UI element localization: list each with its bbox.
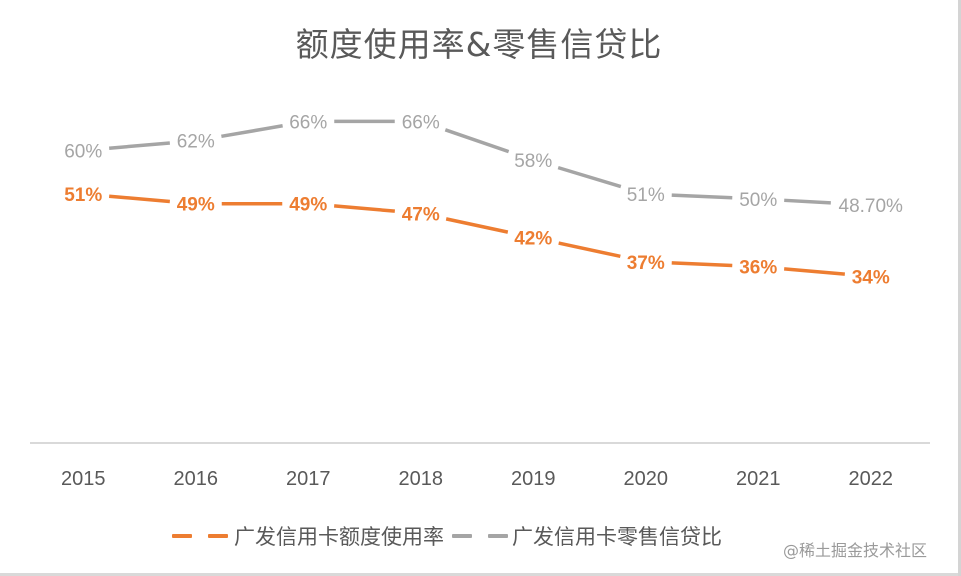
x-tick-labels: 2015 2016 2017 2018 2019 2020 2021 2022 (61, 468, 893, 490)
line-segment (221, 124, 283, 139)
legend-label-utilization: 广发信用卡额度使用率 (234, 525, 444, 549)
series-layer: 51% 49% 49% 47% 42% 37% 36% 34% 60% 62% 66% 66% 58% 5… (64, 112, 903, 288)
data-label: 49% (289, 195, 327, 216)
data-label: 62% (177, 132, 215, 153)
line-segment (558, 241, 621, 259)
legend-swatch-utilization-icon (172, 526, 230, 546)
legend-item-utilization[interactable]: 广发信用卡额度使用率 (172, 521, 444, 551)
data-label: 47% (402, 204, 440, 225)
data-label: 60% (64, 141, 102, 162)
x-tick-label: 2020 (624, 468, 669, 490)
data-label: 49% (177, 195, 215, 216)
chart-title: 额度使用率&零售信贷比 (295, 25, 663, 64)
legend-swatch-retail-loan-ratio-icon (450, 526, 508, 546)
line-segment (784, 267, 845, 276)
watermark: @稀土掘金技术社区 (783, 541, 928, 560)
data-label: 66% (289, 112, 327, 133)
data-label: 51% (627, 185, 665, 206)
line-segment (784, 198, 831, 205)
legend-item-retail-loan-ratio[interactable]: 广发信用卡零售信贷比 (450, 521, 722, 551)
x-tick-label: 2018 (399, 468, 444, 490)
data-label: 36% (739, 258, 777, 279)
x-tick-label: 2016 (174, 468, 219, 490)
line-segment (557, 165, 622, 189)
window-edge (958, 0, 961, 576)
data-label: 48.70% (839, 196, 904, 217)
line-segment (671, 261, 733, 268)
x-tick-label: 2015 (61, 468, 106, 490)
series-utilization: 51% 49% 49% 47% 42% 37% 36% 34% (64, 185, 890, 288)
line-segment (671, 193, 733, 200)
series-retail-loan-ratio: 60% 62% 66% 66% 58% 51% 50% 48.70% (64, 112, 903, 217)
data-label: 37% (627, 253, 665, 274)
legend-label-retail-loan-ratio: 广发信用卡零售信贷比 (512, 525, 722, 549)
data-label: 34% (852, 267, 890, 288)
data-label: 58% (514, 151, 552, 172)
data-label: 50% (739, 190, 777, 211)
x-tick-label: 2019 (511, 468, 556, 490)
line-segment (334, 204, 395, 213)
data-label: 42% (514, 229, 552, 250)
data-label: 66% (402, 112, 440, 133)
legend: 广发信用卡额度使用率 广发信用卡零售信贷比 (172, 521, 728, 551)
line-segment (109, 141, 170, 150)
line-segment (444, 128, 510, 154)
x-tick-label: 2017 (286, 468, 331, 490)
line-segment (445, 217, 509, 234)
data-label: 51% (64, 185, 102, 206)
line-segment (109, 194, 170, 204)
x-tick-label: 2022 (849, 468, 894, 490)
x-tick-label: 2021 (736, 468, 781, 490)
